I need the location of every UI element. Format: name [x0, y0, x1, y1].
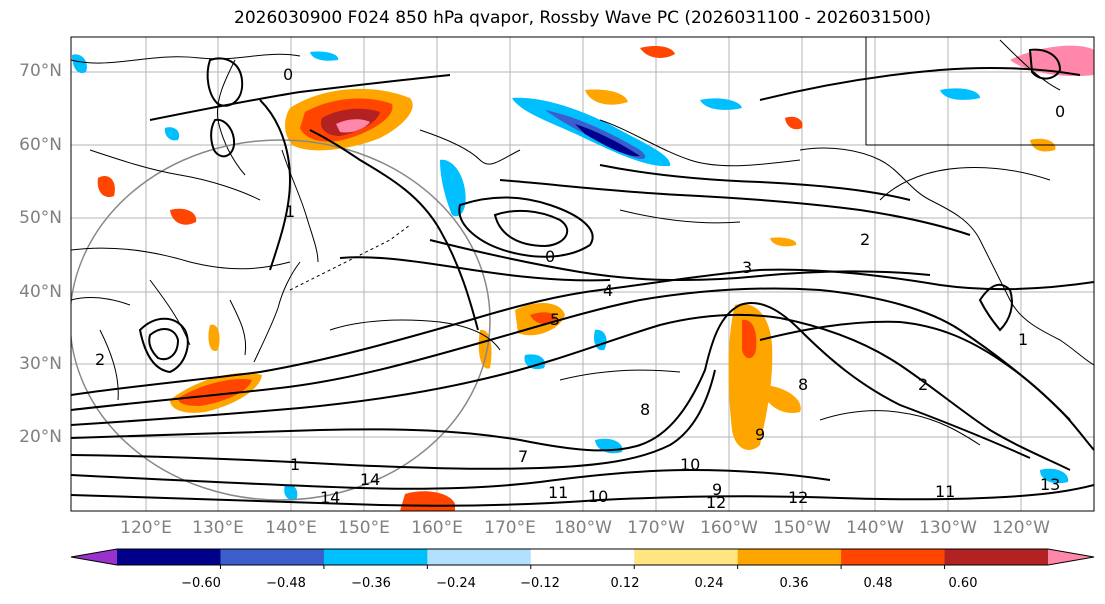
- lon-label: 160°E: [411, 518, 463, 538]
- colorbar-segment: [323, 549, 428, 565]
- contour-label: 10: [680, 455, 700, 474]
- lon-label: 120°E: [120, 518, 172, 538]
- contour-label: 1: [285, 202, 295, 221]
- lon-label: 170°W: [627, 518, 685, 538]
- anomaly-positive: [585, 89, 628, 105]
- colorbar: [70, 548, 1095, 569]
- anomaly-positive: [640, 46, 675, 58]
- contour-label: 8: [640, 400, 650, 419]
- anomaly-negative: [575, 124, 640, 157]
- contour-label: 2: [95, 350, 105, 369]
- lon-label: 170°E: [484, 518, 536, 538]
- anomaly-positive: [336, 119, 370, 133]
- highlight-ellipse: [71, 139, 491, 501]
- colorbar-tick-label: 0.60: [948, 576, 978, 591]
- anomaly-positive: [785, 116, 803, 130]
- anomaly-negative: [284, 484, 298, 501]
- lat-label: 30°N: [19, 354, 62, 374]
- anomaly-positive: [770, 237, 797, 247]
- anomaly-negative: [310, 51, 339, 61]
- contour-label: 0: [1055, 102, 1065, 121]
- colorbar-segment: [530, 549, 635, 565]
- contour-label: 11: [935, 482, 955, 501]
- colorbar-extend-min: [71, 549, 117, 565]
- anomaly-negative: [524, 354, 546, 370]
- contour-label: 0: [283, 65, 293, 84]
- colorbar-tick-label: 0.24: [694, 576, 724, 591]
- lat-label: 60°N: [19, 135, 62, 155]
- anomaly-positive: [208, 324, 220, 351]
- contour-label: 14: [320, 488, 340, 507]
- anomaly-negative: [1040, 468, 1069, 484]
- colorbar-tick-label: 0.48: [863, 576, 893, 591]
- contour-label: 1: [290, 455, 300, 474]
- anomaly-positive: [530, 312, 556, 325]
- contour-label: 1: [1018, 330, 1028, 349]
- date-line: [289, 224, 411, 291]
- lon-label: 130°W: [919, 518, 977, 538]
- colorbar-tick-label: −0.24: [436, 576, 476, 591]
- map-title: 2026030900 F024 850 hPa qvapor, Rossby W…: [234, 8, 931, 28]
- anomaly-negative: [440, 159, 466, 217]
- contour-label: 7: [518, 447, 528, 466]
- colorbar-extend-max: [1048, 549, 1094, 565]
- colorbar-segment: [634, 549, 739, 565]
- qvapor-anomaly-shading: [72, 45, 1094, 511]
- contour-label: 2: [860, 230, 870, 249]
- lat-label: 20°N: [19, 427, 62, 447]
- contour-label: 14: [360, 470, 380, 489]
- colorbar-segment: [841, 549, 946, 565]
- lon-label: 140°E: [265, 518, 317, 538]
- lon-label: 150°E: [338, 518, 390, 538]
- anomaly-negative: [700, 98, 742, 110]
- contour-label: 4: [603, 281, 613, 300]
- anomaly-positive: [742, 319, 757, 359]
- anomaly-positive: [760, 385, 801, 413]
- colorbar-segment: [427, 549, 532, 565]
- colorbar-tick-label: −0.48: [266, 576, 306, 591]
- contour-label: 3: [742, 258, 752, 277]
- colorbar-segment: [737, 549, 842, 565]
- lon-label: 130°E: [192, 518, 244, 538]
- colorbar-segment: [117, 549, 221, 565]
- contour-label: 12: [788, 488, 808, 507]
- anomaly-positive: [97, 176, 115, 198]
- contour-label: 11: [548, 483, 568, 502]
- colorbar-tick-label: −0.60: [181, 576, 221, 591]
- contour-label-group: 2 3 4 5 2 1 1 2 7 8 10 9 12 11 14 11 10 …: [95, 65, 1065, 512]
- anomaly-negative: [164, 127, 180, 141]
- lon-label: 120°W: [992, 518, 1050, 538]
- contour-lines-thin: [71, 149, 1051, 446]
- contour-label: 12: [706, 493, 726, 512]
- contour-label: 9: [755, 425, 765, 444]
- anomaly-negative: [72, 54, 87, 74]
- lon-label: 140°W: [846, 518, 904, 538]
- lon-label: 160°W: [700, 518, 758, 538]
- contour-label: 13: [1040, 475, 1060, 494]
- anomaly-positive: [178, 379, 252, 406]
- contour-label: 10: [588, 487, 608, 506]
- contour-label: 2: [918, 375, 928, 394]
- contour-label: 0: [545, 247, 555, 266]
- lon-label: 180°W: [554, 518, 612, 538]
- lon-label: 150°W: [773, 518, 831, 538]
- anomaly-negative: [940, 88, 980, 100]
- colorbar-outline: [70, 548, 1095, 566]
- map-border: [70, 36, 1095, 512]
- contour-label: 9: [712, 480, 722, 499]
- lat-label: 70°N: [19, 61, 62, 81]
- contour-lines: [71, 48, 1094, 507]
- lat-label: 50°N: [19, 208, 62, 228]
- contour-label: 5: [550, 310, 560, 329]
- colorbar-tick-label: −0.12: [520, 576, 560, 591]
- colorbar-segment: [944, 549, 1049, 565]
- colorbar-segment: [220, 549, 325, 565]
- anomaly-positive: [170, 208, 197, 225]
- colorbar-tick-label: 0.36: [779, 576, 809, 591]
- colorbar-tick-label: 0.12: [610, 576, 640, 591]
- colorbar-tick-label: −0.36: [351, 576, 391, 591]
- contour-label: 8: [798, 375, 808, 394]
- lat-label: 40°N: [19, 282, 62, 302]
